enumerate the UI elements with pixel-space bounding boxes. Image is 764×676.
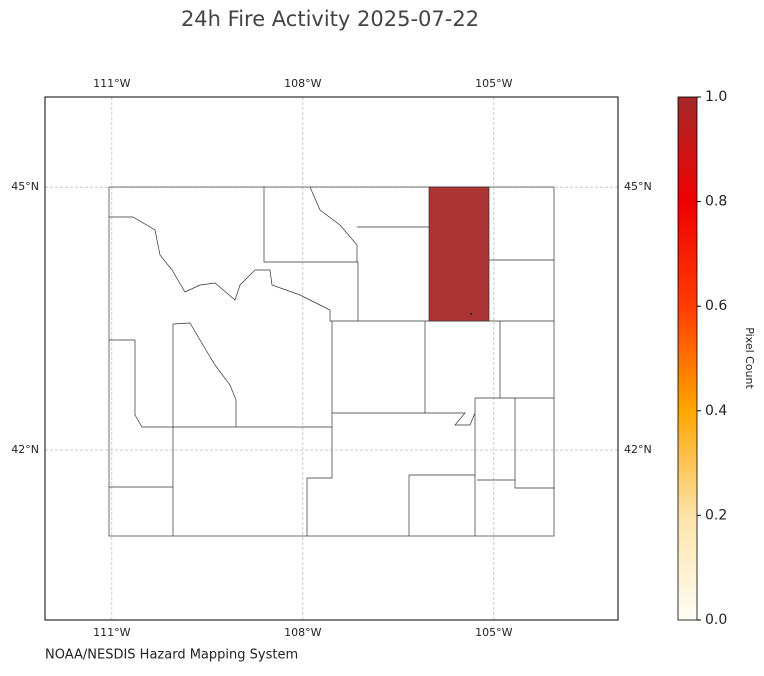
colorbar-tick-label: 0.2	[705, 507, 727, 523]
x-tick-label: 111°W	[93, 626, 130, 639]
colorbar-tick-label: 0.8	[705, 194, 727, 210]
colorbar-label: Pixel Count	[743, 327, 756, 389]
y-tick-label: 45°N	[624, 180, 652, 193]
fire-pixel	[469, 312, 473, 316]
colorbar-tick-label: 0.4	[705, 403, 727, 419]
map-frame	[44, 96, 619, 621]
county-borders	[109, 186, 554, 536]
y-tick-label: 45°N	[11, 180, 39, 193]
y-tick-label: 42°N	[624, 443, 652, 456]
title: 24h Fire Activity 2025-07-22	[181, 7, 479, 31]
counties	[108, 186, 555, 537]
colorbar-tick-label: 0.6	[705, 298, 727, 314]
fire-county	[428, 186, 490, 322]
source: NOAA/NESDIS Hazard Mapping System	[45, 648, 298, 663]
colorbar	[677, 96, 698, 621]
colorbar-tick-label: 0.0	[705, 612, 727, 628]
state-outline	[108, 186, 555, 537]
x-tick-label: 105°W	[475, 77, 512, 90]
x-tick-label: 111°W	[93, 77, 130, 90]
colorbar-tick-label: 1.0	[705, 89, 727, 105]
y-tick-label: 42°N	[11, 443, 39, 456]
x-tick-label: 105°W	[475, 626, 512, 639]
x-tick-label: 108°W	[284, 77, 321, 90]
x-tick-label: 108°W	[284, 626, 321, 639]
